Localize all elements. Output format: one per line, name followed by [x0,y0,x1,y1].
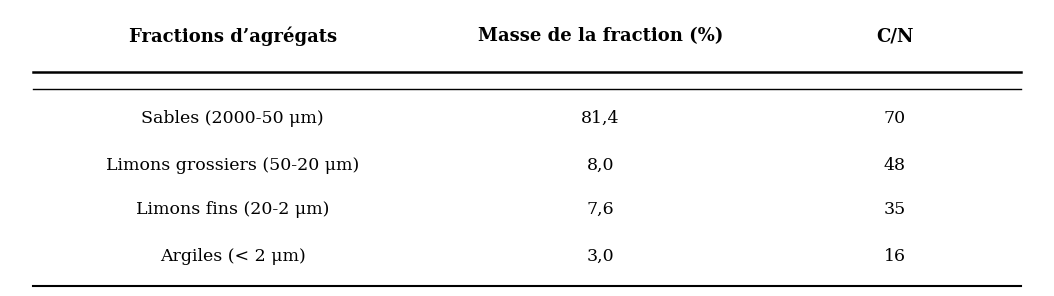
Text: 35: 35 [884,201,906,218]
Text: Masse de la fraction (%): Masse de la fraction (%) [477,28,723,46]
Text: 8,0: 8,0 [587,157,614,174]
Text: Limons grossiers (50-20 μm): Limons grossiers (50-20 μm) [106,157,359,174]
Text: 16: 16 [884,248,906,265]
Text: 70: 70 [884,110,906,127]
Text: 7,6: 7,6 [587,201,614,218]
Text: 3,0: 3,0 [587,248,614,265]
Text: C/N: C/N [876,28,914,46]
Text: Argiles (< 2 μm): Argiles (< 2 μm) [160,248,306,265]
Text: 48: 48 [884,157,906,174]
Text: Fractions d’agrégats: Fractions d’agrégats [129,27,336,46]
Text: 81,4: 81,4 [582,110,620,127]
Text: Limons fins (20-2 μm): Limons fins (20-2 μm) [136,201,329,218]
Text: Sables (2000-50 μm): Sables (2000-50 μm) [141,110,324,127]
